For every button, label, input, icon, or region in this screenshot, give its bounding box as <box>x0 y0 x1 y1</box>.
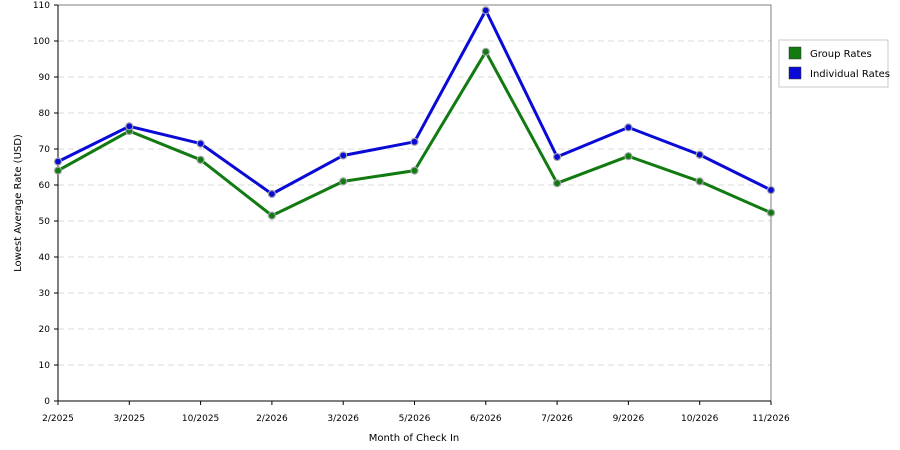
y-tick-label: 0 <box>44 397 50 407</box>
data-point <box>53 157 63 166</box>
y-tick-label: 110 <box>33 1 50 11</box>
data-point <box>125 122 134 131</box>
data-point <box>624 123 633 132</box>
y-tick-label: 10 <box>39 361 51 371</box>
data-point <box>481 6 490 15</box>
data-point <box>339 177 348 186</box>
legend: Group Rates Individual Rates <box>778 39 890 88</box>
x-tick-label: 3/2025 <box>113 414 145 424</box>
data-point <box>196 139 205 148</box>
x-tick-label: 5/2026 <box>399 414 431 424</box>
x-axis-ticks: 2/2025 3/2025 10/2025 2/2026 3/2026 5/2026 6/2… <box>42 401 790 424</box>
legend-label: Individual Rates <box>810 69 890 80</box>
data-point <box>339 151 348 160</box>
x-tick-label: 3/2026 <box>327 414 359 424</box>
y-tick-label: 30 <box>39 289 51 299</box>
data-point <box>267 211 276 220</box>
y-tick-label: 70 <box>39 145 51 155</box>
data-point <box>410 137 419 146</box>
y-tick-label: 40 <box>39 253 51 263</box>
y-tick-label: 100 <box>33 37 50 47</box>
x-tick-label: 6/2026 <box>470 414 502 424</box>
data-point <box>267 189 276 199</box>
legend-swatch <box>788 66 802 80</box>
series-line-1 <box>57 8 772 196</box>
x-tick-label: 10/2026 <box>681 414 719 424</box>
data-point <box>410 166 419 175</box>
y-axis-ticks: 0 10 20 30 40 50 60 70 80 90 100 110 <box>33 1 58 407</box>
gridlines <box>58 40 771 366</box>
x-tick-label: 9/2026 <box>613 414 645 424</box>
x-tick-label: 2/2025 <box>42 414 74 424</box>
plot-frame <box>57 4 772 402</box>
data-point <box>695 150 704 159</box>
data-point <box>481 47 490 56</box>
y-tick-label: 80 <box>39 109 51 119</box>
y-tick-label: 90 <box>39 73 51 83</box>
y-tick-label: 20 <box>39 325 51 335</box>
x-tick-label: 7/2026 <box>541 414 573 424</box>
data-point <box>766 208 776 217</box>
data-point <box>695 177 704 186</box>
series-layer <box>53 6 776 220</box>
y-axis-title: Lowest Average Rate (USD) <box>13 134 24 272</box>
x-axis-title: Month of Check In <box>369 433 460 444</box>
legend-swatch <box>788 46 802 60</box>
data-point <box>552 152 562 162</box>
x-tick-label: 10/2025 <box>182 414 219 424</box>
data-point <box>552 179 562 188</box>
x-tick-label: 2/2026 <box>256 414 288 424</box>
legend-label: Group Rates <box>810 49 872 60</box>
data-point <box>53 166 63 175</box>
data-point <box>196 155 205 164</box>
data-point <box>766 185 776 195</box>
y-tick-label: 50 <box>39 217 51 227</box>
data-point <box>624 152 633 161</box>
y-tick-label: 60 <box>39 181 51 191</box>
x-tick-label: 11/2026 <box>752 414 790 424</box>
